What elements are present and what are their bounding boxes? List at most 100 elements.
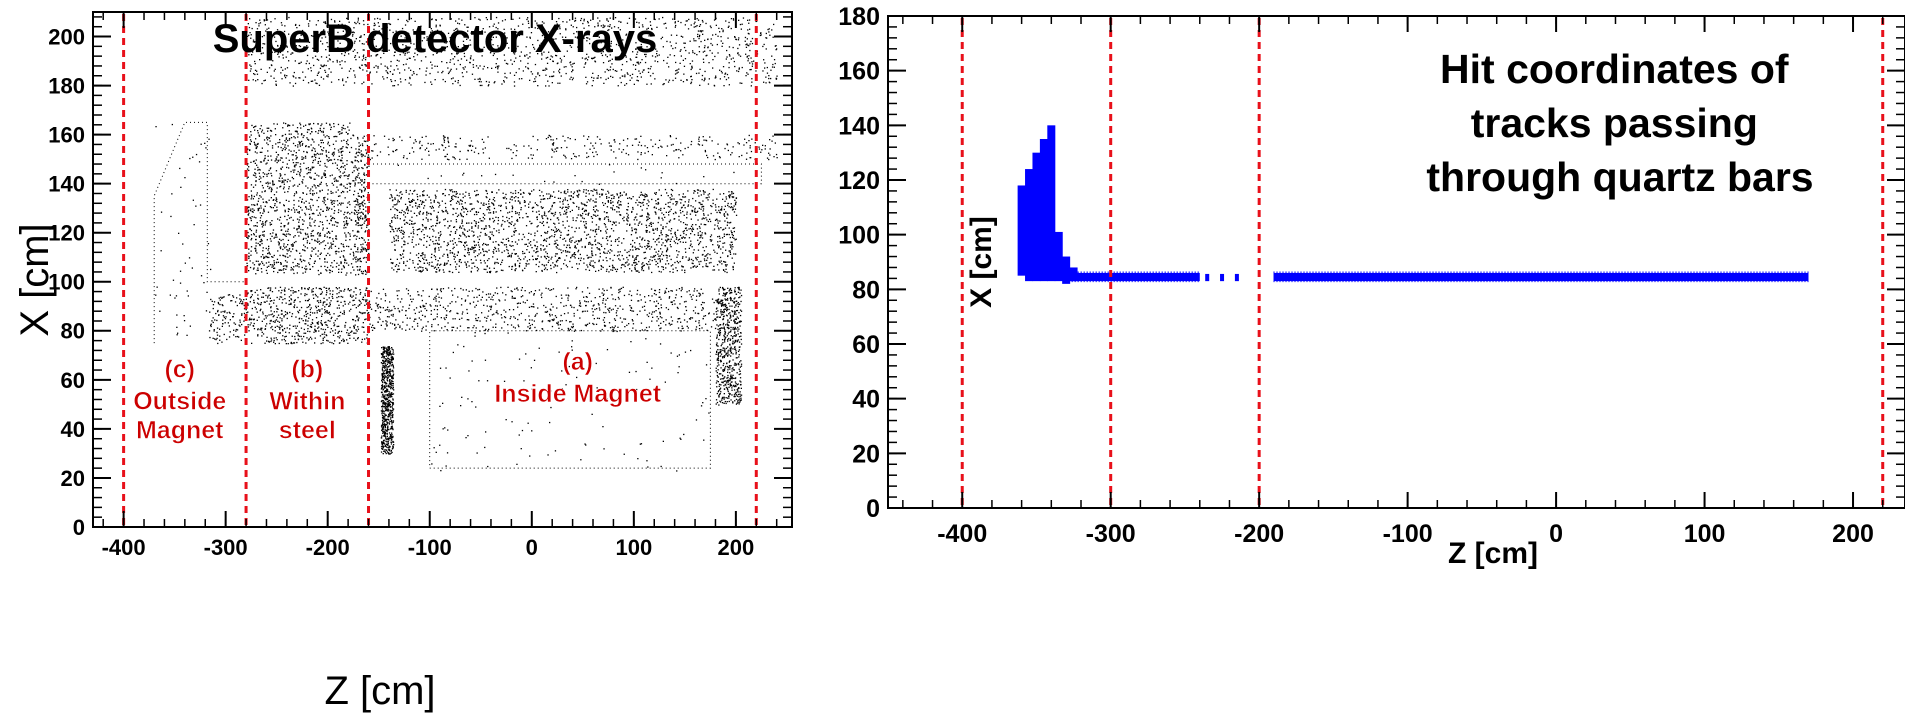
xray-point <box>281 45 284 47</box>
xray-point <box>326 290 328 292</box>
xray-point <box>317 300 319 302</box>
xray-point <box>654 241 656 243</box>
xray-point <box>513 31 515 33</box>
xray-point <box>296 272 298 274</box>
xray-point <box>721 28 723 30</box>
xray-point <box>688 52 690 54</box>
xray-point <box>311 199 313 201</box>
xray-point <box>595 201 597 203</box>
xray-point <box>775 153 778 156</box>
xray-point <box>640 153 642 156</box>
xray-point <box>354 74 356 76</box>
xray-point <box>364 217 366 219</box>
xray-point <box>744 138 746 140</box>
xray-point <box>346 329 349 331</box>
xray-point <box>327 198 329 200</box>
xray-point <box>301 338 303 340</box>
xray-point <box>299 301 301 303</box>
xray-point <box>273 299 275 301</box>
xray-point <box>287 214 289 217</box>
xray-point <box>455 193 457 195</box>
xray-point <box>255 273 257 275</box>
xray-point <box>361 204 364 206</box>
xray-point <box>386 66 388 68</box>
xray-point <box>741 23 743 25</box>
xray-point <box>342 202 344 204</box>
xray-point <box>712 67 714 69</box>
xray-point <box>360 291 362 294</box>
xray-point <box>284 211 286 213</box>
xray-point <box>518 233 520 235</box>
xray-point <box>340 210 342 212</box>
xray-point <box>665 236 667 238</box>
xray-point <box>355 204 357 206</box>
xray-point <box>260 329 263 331</box>
xray-point <box>222 323 224 325</box>
xray-point <box>245 298 247 300</box>
xray-point <box>309 190 311 192</box>
xray-point <box>488 249 490 251</box>
xray-point <box>307 320 309 322</box>
xray-point <box>275 143 277 145</box>
xray-point <box>251 196 253 198</box>
xray-point <box>728 227 730 229</box>
xray-point <box>617 27 620 29</box>
xray-point <box>492 44 494 46</box>
xray-point <box>255 217 257 219</box>
xray-point <box>602 237 604 239</box>
xray-point <box>344 211 346 213</box>
xray-point <box>737 142 739 144</box>
xray-point <box>690 81 693 83</box>
xray-point <box>322 227 324 229</box>
xray-point <box>718 246 720 248</box>
xray-point <box>445 155 447 158</box>
xray-point <box>776 48 778 50</box>
xray-point <box>284 255 286 257</box>
xray-point <box>329 246 331 248</box>
xray-point <box>655 203 657 205</box>
xray-point <box>648 35 650 37</box>
xray-point <box>609 54 611 56</box>
xray-point <box>569 44 571 47</box>
xray-point <box>253 209 255 211</box>
xray-point <box>574 245 576 248</box>
xray-point <box>407 212 409 214</box>
xray-point <box>279 186 281 188</box>
xray-point <box>282 335 284 337</box>
xray-point <box>263 235 265 237</box>
xray-point <box>290 53 292 55</box>
xray-point <box>404 212 406 214</box>
xray-point <box>584 58 586 60</box>
xray-point <box>294 209 296 211</box>
xray-point <box>681 206 683 208</box>
xray-point <box>285 235 287 237</box>
xray-point <box>662 83 664 86</box>
xray-point <box>290 342 292 344</box>
xray-point <box>601 265 603 268</box>
xray-point <box>332 240 335 242</box>
xray-point <box>409 258 411 261</box>
xray-point <box>314 79 316 81</box>
xray-point <box>648 217 651 219</box>
xray-point <box>718 156 721 158</box>
xray-point <box>279 175 282 177</box>
xray-point <box>668 211 670 213</box>
xray-point <box>356 160 358 162</box>
xray-point <box>236 297 238 299</box>
xray-point <box>335 266 338 268</box>
xray-point <box>660 271 662 273</box>
xray-point <box>644 145 646 147</box>
xray-point <box>344 128 346 130</box>
xray-point <box>364 163 366 166</box>
xray-point <box>255 225 257 227</box>
xray-point <box>747 29 749 31</box>
xray-point <box>574 20 576 22</box>
xray-point <box>441 18 443 20</box>
xray-point <box>452 213 454 216</box>
xray-point <box>446 41 448 43</box>
xray-point <box>243 312 246 315</box>
xray-point <box>346 339 348 341</box>
xray-point <box>443 141 445 143</box>
xray-point <box>257 328 259 330</box>
xray-point <box>220 311 222 313</box>
